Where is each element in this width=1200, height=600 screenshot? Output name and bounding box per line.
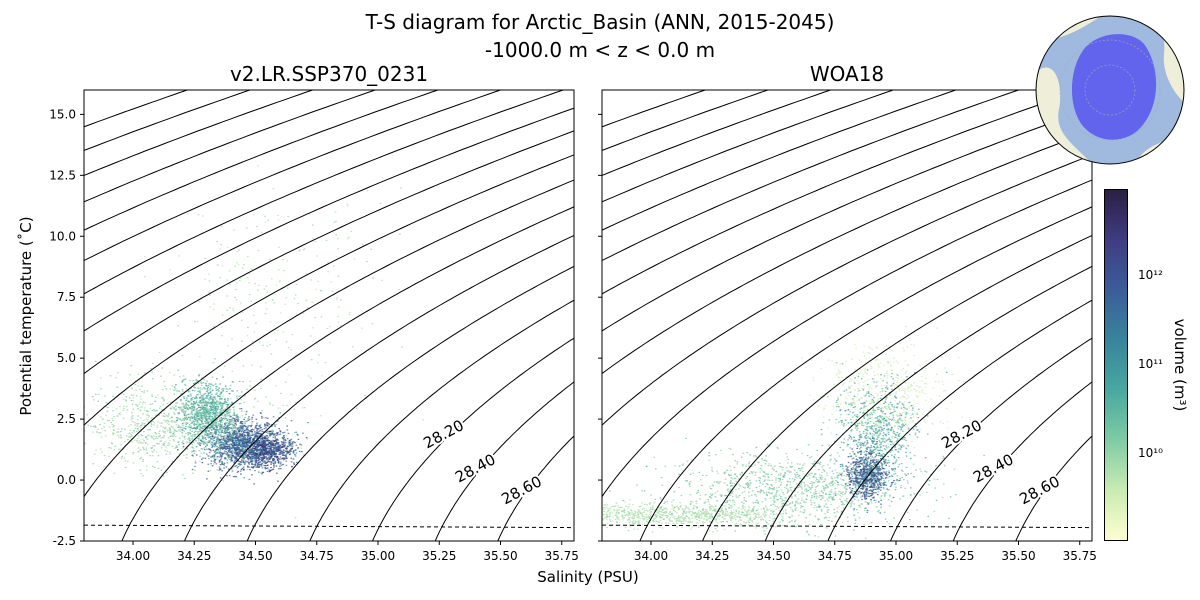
colorbar-tick-1e10: 10¹⁰ (1138, 446, 1163, 460)
density-contour-26-60 (84, 107, 574, 332)
figure-depth-range: -1000.0 m < z < 0.0 m (484, 38, 716, 62)
x-tick-label: 35.00 (361, 549, 395, 563)
density-contour-25-80 (602, 90, 895, 203)
density-contour-26-20 (84, 90, 503, 262)
map-arctic-basin-region (1071, 34, 1157, 140)
y-tick-label: 15.0 (49, 107, 76, 121)
density-contour-27-80 (246, 265, 574, 541)
right-panel-title: WOA18 (809, 62, 885, 86)
x-tick-label: 34.25 (695, 549, 729, 563)
density-contour-28-40 (952, 381, 1092, 541)
x-tick-label: 35.75 (545, 549, 579, 563)
density-contour-25-60 (84, 90, 315, 176)
colorbar-tick-1e12: 10¹² (1138, 268, 1163, 282)
ts-cluster-0 (264, 439, 267, 441)
left-panel-title: v2.LR.SSP370_0231 (229, 62, 429, 86)
x-tick-label: 35.50 (483, 549, 517, 563)
ts-cluster-3 (301, 451, 303, 453)
density-contour-28-00 (309, 299, 574, 541)
density-contour-26-40 (602, 90, 1083, 295)
density-contour-28-00 (827, 299, 1092, 541)
x-tick-label: 34.25 (177, 549, 211, 563)
contour-label-28-60: 28.60 (1016, 472, 1062, 508)
density-contour-26-00 (84, 90, 440, 231)
ts-cluster-4 (855, 396, 858, 398)
x-tick-label: 34.75 (300, 549, 334, 563)
y-tick-label: 7.5 (57, 290, 76, 304)
ts-cluster-2 (206, 443, 209, 445)
density-contour-28-20 (371, 337, 574, 541)
density-contour-26-20 (602, 90, 1021, 262)
ts-cluster-1 (824, 479, 827, 481)
colorbar (1104, 189, 1128, 541)
x-tick-label: 34.00 (116, 549, 150, 563)
density-contour-26-00 (602, 90, 958, 231)
x-tick-label: 35.25 (422, 549, 456, 563)
contour-label-28-60: 28.60 (498, 472, 544, 508)
ts-cluster-4 (346, 238, 349, 240)
y-tick-label: 10.0 (49, 229, 76, 243)
density-contour-26-60 (602, 107, 1092, 332)
x-tick-label: 34.50 (756, 549, 790, 563)
y-tick-label: -2.5 (53, 534, 76, 548)
ts-cluster-0 (643, 507, 646, 509)
density-contour-27-00 (84, 154, 574, 426)
map-border (1035, 15, 1185, 165)
y-tick-label: 0.0 (57, 473, 76, 487)
freezing-line (84, 524, 574, 529)
density-contour-26-40 (84, 90, 565, 295)
plot-frame (601, 89, 1093, 542)
density-contour-28-60 (497, 435, 574, 541)
density-contour-27-20 (84, 179, 574, 498)
density-contour-26-80 (84, 130, 574, 375)
density-contour-25-20 (84, 90, 189, 128)
freezing-line (602, 524, 1092, 529)
contour-label-28-40: 28.40 (970, 450, 1016, 486)
inset-region-map (1035, 15, 1185, 165)
x-axis-label: Salinity (PSU) (537, 568, 639, 586)
density-contour-27-60 (701, 234, 1092, 541)
density-contour-27-40 (121, 206, 574, 541)
contour-label-28-40: 28.40 (452, 450, 498, 486)
density-contour-25-60 (602, 90, 833, 176)
x-tick-label: 34.50 (238, 549, 272, 563)
density-contour-27-60 (183, 234, 574, 541)
density-contour-25-40 (602, 90, 770, 151)
ts-cluster-2 (880, 486, 882, 488)
plot-frame (83, 89, 575, 542)
density-contour-28-20 (889, 337, 1092, 541)
density-contour-27-80 (764, 265, 1092, 541)
ts-cluster-3 (913, 428, 915, 430)
colorbar-tick-1e11: 10¹¹ (1138, 357, 1163, 371)
colorbar-label: volume (m³) (1171, 318, 1189, 412)
y-tick-label: 2.5 (57, 412, 76, 426)
x-tick-label: 35.00 (879, 549, 913, 563)
x-tick-label: 35.25 (940, 549, 974, 563)
density-contour-26-80 (602, 130, 1092, 375)
figure-title: T-S diagram for Arctic_Basin (ANN, 2015-… (365, 10, 835, 34)
x-tick-label: 34.75 (818, 549, 852, 563)
density-contour-25-80 (84, 90, 377, 203)
density-contour-25-40 (84, 90, 252, 151)
density-contour-28-60 (1015, 435, 1092, 541)
density-contour-25-20 (602, 90, 707, 128)
x-tick-label: 34.00 (634, 549, 668, 563)
density-contour-27-40 (639, 206, 1092, 541)
density-contour-27-20 (602, 179, 1092, 498)
contour-label-28-20: 28.20 (420, 416, 466, 452)
y-tick-label: 5.0 (57, 351, 76, 365)
density-contour-28-40 (434, 381, 574, 541)
x-tick-label: 35.50 (1001, 549, 1035, 563)
x-tick-label: 35.75 (1063, 549, 1097, 563)
contour-label-28-20: 28.20 (938, 416, 984, 452)
y-tick-label: 12.5 (49, 168, 76, 182)
